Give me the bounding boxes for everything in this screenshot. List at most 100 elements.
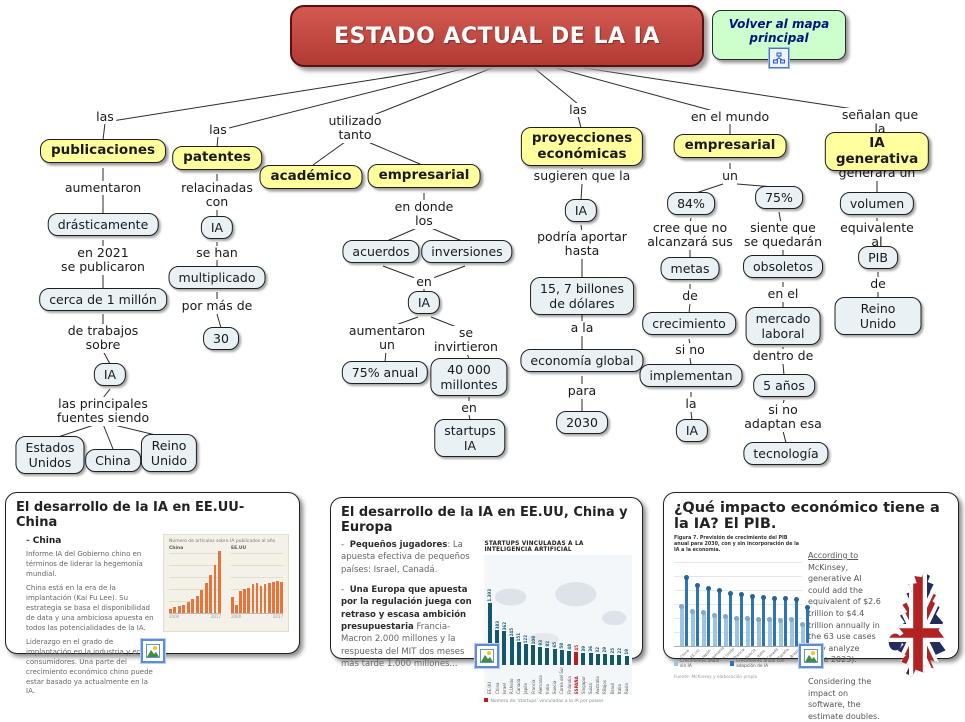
concept-publicaciones[interactable]: publicaciones [39,139,167,163]
link-phrase: de trabajos sobre [65,323,141,353]
card1-chart-panel-eeuu [231,551,283,613]
card1-heading: China [32,536,62,546]
node-75pct[interactable]: 75% [755,186,803,209]
card3-title: ¿Qué impacto económico tiene a la IA? El… [674,500,940,532]
card2-startups-chart: STARTUPS VINCULADAS A LA INTELIGENCIA AR… [484,539,632,704]
node-ia-1[interactable]: IA [93,363,127,386]
node-mercado-laboral[interactable]: mercado laboral [745,307,821,345]
card-impacto-economico-pib[interactable]: ¿Qué impacto económico tiene a la IA? El… [663,492,959,721]
card3-chart-plot: China EE.UU Japón Alemania R.Unido Francia Sue… [674,557,810,661]
node-drasticamente[interactable]: drásticamente [47,213,159,236]
cmap-link-icon[interactable] [768,47,790,69]
node-multiplicado[interactable]: multiplicado [168,266,266,289]
card1-paragraph: Liderazgo en el grado de implantación en… [26,638,153,696]
node-40000-millones[interactable]: 40 000 millontes [430,358,508,396]
node-cerca-1-millon[interactable]: cerca de 1 millón [39,288,167,311]
concept-empresarial-uso[interactable]: empresarial [367,164,481,188]
card1-title: El desarrollo de la IA en EE.UU- China [16,500,245,530]
concept-patentes[interactable]: patentes [172,146,262,170]
link-phrase: se invirtieron [432,325,500,355]
link-phrase: de [868,276,888,292]
card1-paragraph: China está en la era de la implantación … [26,584,154,632]
link-phrase: en [459,400,479,416]
card1-bar-chart: Número de artículos sobre IA publicados … [163,534,289,632]
node-reino-unido-1[interactable]: Reino Unido [140,434,198,472]
node-china[interactable]: China [85,449,141,472]
image-icon[interactable] [798,643,824,669]
card2-chart-plot: 1.393 EE.UU 383 China 362 Israel 245 R.Unido 151… [484,555,632,695]
link-phrase: a la [568,320,596,336]
card1-panel-label: EE.UU [231,546,247,551]
node-2030[interactable]: 2030 [556,411,608,434]
link-phrase: cree que no alcanzará sus [645,220,735,250]
link-phrase: las principales fuentes siendo [54,396,152,426]
link-phrase: las [567,102,589,118]
node-acuerdos[interactable]: acuerdos [342,240,420,263]
card2-bullet2-bold: Una Europa que apuesta por la regulación… [341,584,472,632]
card1-text-column: - China Informe IA del Gobierno chino en … [16,534,157,702]
node-economia-global[interactable]: economía global [520,349,644,372]
concept-empresarial-mundo[interactable]: empresarial [673,134,787,158]
concept-academico[interactable]: académico [259,165,363,189]
node-ia-2[interactable]: IA [200,216,234,239]
card2-bullet2-text: Francia- Macron 2.000 millones y la resp… [341,621,465,669]
card3-paragraph: McKinsey, generative AI could add the eq… [808,562,881,665]
node-pib[interactable]: PIB [858,246,898,269]
card2-title: El desarrollo de la IA en EE.UU, China y… [341,505,628,535]
link-phrase: relacinadas con [179,180,255,210]
main-title-text: ESTADO ACTUAL DE LA IA [334,23,660,49]
link-phrase: las [94,109,116,125]
concept-ia-generativa[interactable]: IA generativa [824,132,930,172]
card-desarrollo-eeuu-china-europa[interactable]: El desarrollo de la IA en EE.UU, China y… [330,497,643,704]
link-phrase: la [683,396,699,412]
node-157-billones[interactable]: 15, 7 billones de dólares [530,277,634,315]
uk-flag-map [888,536,948,722]
card2-text-column: - Pequeños jugadores: La apuesta efectiv… [341,540,472,669]
card-desarrollo-eeuu-china[interactable]: El desarrollo de la IA en EE.UU- China -… [5,492,300,695]
link-phrase: utilizado tanto [326,113,384,143]
node-metas[interactable]: metas [660,257,720,280]
node-estados-unidos[interactable]: Estados Unidos [15,436,85,474]
link-phrase: en 2021 se publicaron [59,245,147,275]
link-phrase: si no adaptan esa [742,402,824,432]
card3-pib-chart: Figura 7. Previsión de crecimiento del P… [674,536,810,722]
node-crecimiento[interactable]: crecimiento [642,312,736,335]
link-phrase: un [720,168,740,184]
back-to-main-map-button[interactable]: Volver al mapa principal [712,10,846,69]
card3-text-column: According to McKinsey, generative AI cou… [808,536,882,722]
node-startups-ia[interactable]: startups IA [434,419,506,457]
node-ia-3[interactable]: IA [407,291,441,314]
card3-chart-source: Fuente: McKinsey y elaboración propia [674,674,758,680]
node-volumen[interactable]: volumen [839,192,915,215]
link-phrase: en el [765,286,801,302]
card1-paragraph: Informe IA del Gobierno chino en término… [26,550,143,578]
node-tecnologia[interactable]: tecnología [743,442,829,465]
link-phrase: sugieren que la [531,168,633,184]
node-implementan[interactable]: implementan [639,364,743,387]
card2-bullet1-bold: Pequeños jugadores [349,540,448,550]
link-phrase: dentro de [750,348,816,364]
image-icon[interactable] [473,643,500,669]
node-30[interactable]: 30 [203,327,239,350]
link-phrase: aumentaron [62,180,144,196]
card1-chart-caption: Número de artículos sobre IA publicados … [169,539,276,544]
link-phrase: se han [194,245,240,261]
image-icon[interactable] [139,638,166,664]
main-title: ESTADO ACTUAL DE LA IA [290,5,704,67]
link-phrase: en donde los [392,199,456,229]
link-phrase: de [680,288,700,304]
link-phrase: por más de [179,298,255,314]
node-ia-4[interactable]: IA [564,199,598,222]
node-inversiones[interactable]: inversiones [421,240,513,263]
node-5-anos[interactable]: 5 años [753,374,815,397]
node-75-anual[interactable]: 75% anual [341,361,429,384]
link-phrase: en [414,274,434,290]
card2-chart-footnote: Número de 'startups' vinculadas a la IA … [484,698,632,704]
legend-swatch [484,698,489,702]
concept-proyecciones-economicas[interactable]: proyecciones económicas [520,127,644,167]
node-84pct[interactable]: 84% [667,192,715,215]
node-ia-5[interactable]: IA [675,419,709,442]
node-obsoletos[interactable]: obsoletos [743,255,823,278]
node-reino-unido-2[interactable]: Reino Unido [834,297,922,335]
link-phrase: aumentaron un [346,323,428,353]
